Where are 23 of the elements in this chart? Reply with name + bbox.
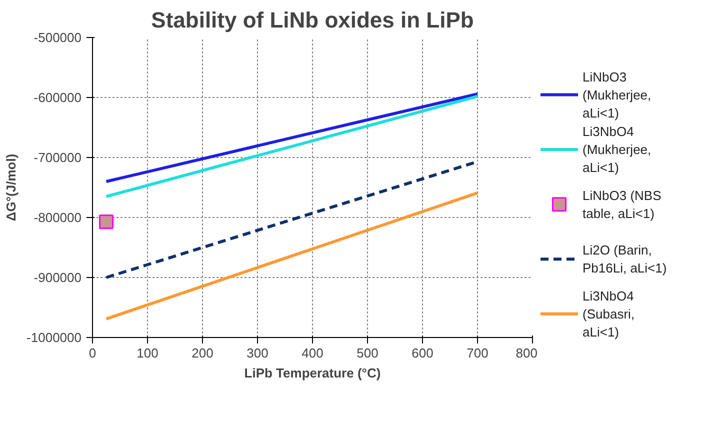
chart-title: Stability of LiNb oxides in LiPb — [151, 8, 474, 32]
legend-label: Li2O (Barin, Pb16Li, aLi<1) — [582, 242, 667, 276]
x-axis-title: LiPb Temperature (°C) — [244, 366, 381, 380]
y-tick-label: -600000 — [34, 90, 82, 105]
y-axis-title: ΔG°(J/mol) — [4, 154, 19, 222]
x-tick-label: 400 — [302, 346, 324, 360]
y-tick-label: -900000 — [34, 270, 82, 285]
x-tick-label: 700 — [466, 346, 488, 360]
x-tick-label: 200 — [192, 346, 214, 360]
y-tick-label: -1000000 — [26, 330, 82, 345]
legend-label: Li3NbO4 (Mukherjee, aLi<1) — [582, 124, 652, 176]
x-tick-label: 800 — [516, 346, 538, 360]
y-tick-label: -800000 — [34, 210, 82, 225]
y-tick-label: -500000 — [34, 30, 82, 45]
x-tick-label: 500 — [356, 346, 378, 360]
legend-label: LiNbO3 (Mukherjee, aLi<1) — [582, 69, 652, 120]
legend-label: LiNbO3 (NBS table, aLi<1) — [582, 188, 662, 221]
x-tick-label: 300 — [246, 346, 268, 360]
x-tick-label: 600 — [412, 346, 434, 360]
y-tick-label: -700000 — [34, 150, 82, 165]
x-tick-label: 0 — [88, 346, 96, 360]
x-tick-label: 100 — [136, 346, 158, 360]
legend-label: Li3NbO4 (Subasri, aLi<1) — [582, 288, 635, 340]
